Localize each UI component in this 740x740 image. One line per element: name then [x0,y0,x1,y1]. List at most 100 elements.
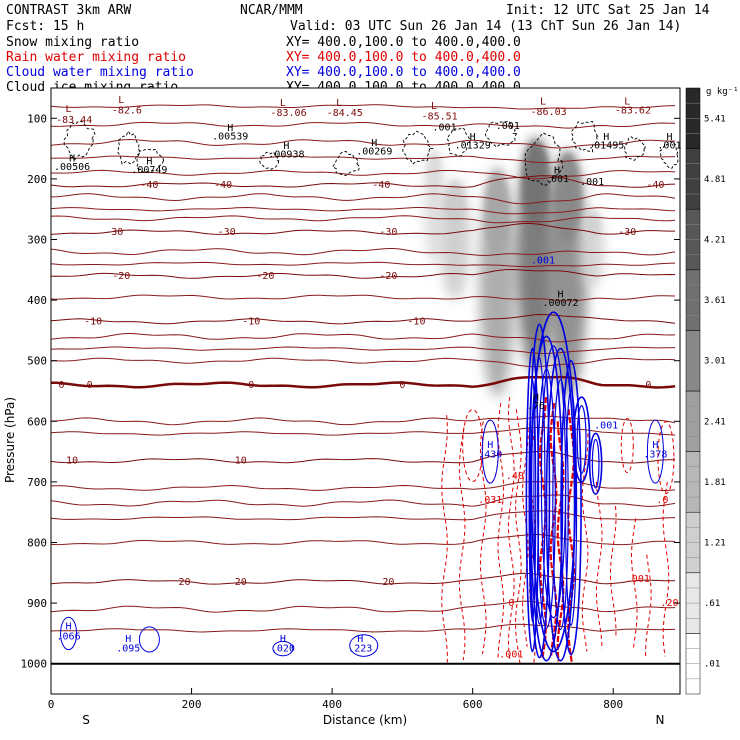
isotherm-label: -30 [618,227,636,238]
rain-max-value: 0 [508,598,514,609]
figure-header: CONTRAST 3km ARW Fcst: 15 h NCAR/MMM Ini… [6,3,710,95]
legend-xy: XY= 400.0,100.0 to 400.0,400.0 [286,50,521,65]
snow-shade-core [444,181,466,225]
rain-contour [595,481,603,650]
ice-max-value: .01495 [588,141,624,152]
ice-max-marker: H [69,153,75,164]
ice-max-marker: H [470,132,476,143]
isotherm-line [51,332,676,343]
x-tick-label: 600 [463,698,483,711]
rain-contour [497,403,505,658]
colorbar-tick-label: 1.81 [704,478,726,488]
min-marker: L [431,101,437,112]
isotherm-label: -10 [407,316,425,327]
isotherm-label: -10 [242,316,260,327]
colorbar-unit: g kg⁻¹ [706,87,739,97]
isotherm-label: 0 [248,380,254,391]
water-max-marker: H [280,634,286,645]
isotherm-label: 0 [59,380,65,391]
isotherm-line [51,222,676,235]
ice-max-value: .00749 [131,165,167,176]
isotherm-label: 0 [87,380,93,391]
model-title: CONTRAST 3km ARW [6,3,131,18]
cloud-water-contour [588,432,603,495]
rain-max-value: .20 [660,598,678,609]
isotherm-label: 20 [382,577,394,588]
isotherm-line [51,175,676,188]
legend-label: Snow mixing ratio [6,35,139,50]
min-value: -86.03 [531,107,567,118]
x-tick-label: 0 [48,698,55,711]
isotherm-line [51,169,676,180]
ice-max-marker: H [146,156,152,167]
isotherm-line [51,215,676,224]
water-max-value: .001 [594,421,618,432]
isotherm-label: 10 [66,456,78,467]
isotherm-label: 0 [645,380,651,391]
y-tick-label: 400 [27,294,47,307]
water-max-marker: H [652,440,658,451]
isotherm-line [51,193,676,205]
ice-max-value: .00938 [268,150,304,161]
cloud-water-contours [60,311,664,662]
valid-time: Valid: 03 UTC Sun 26 Jan 14 (13 ChT Sun … [290,19,681,34]
isotherm-line [51,155,676,164]
isotherm-line [51,121,676,129]
isotherm-line [51,415,676,426]
rain-max-value: .001 [626,574,650,585]
x-tick-label: 400 [322,698,342,711]
water-max-marker: H [125,634,131,645]
cloud-ice-contour [117,130,141,165]
cloud-ice-contour [331,151,361,176]
rain-contour [507,397,515,659]
isotherm-label: -20 [379,271,397,282]
cloud-ice-contours [63,120,679,186]
cloud-water-contour [572,396,591,483]
colorbar-tick-label: 4.21 [704,236,726,246]
colorbar-tick-label: 1.21 [704,539,726,549]
colorbar-tick-label: 3.61 [704,296,726,306]
ice-max-marker: H [227,123,233,134]
x-tick-label: 800 [603,698,623,711]
ice-max-value: .001 [545,174,569,185]
rain-contour [479,421,487,655]
rain-max-value: .001 [499,650,523,661]
ice-max-value: .76 [527,401,545,412]
cloud-water-contour [60,616,78,651]
cloud-water-contour [138,626,160,653]
snow-shade-core [583,210,601,240]
temperature-isotherms [51,104,676,633]
y-axis-label: Pressure (hPa) [3,397,17,483]
min-marker: L [66,104,72,115]
cloud-ice-contour [402,130,434,165]
cloud-water-contour [552,379,569,631]
rain-max-value: .40 [506,471,524,482]
plot-area: -40 -40 -40 -40 -30 -30 -30 -30 -20 -20 -20 -10 -10 -… [3,87,682,727]
cloud-water-contour [481,419,499,484]
y-tick-label: 200 [27,173,47,186]
water-max-value: .095 [116,644,140,655]
y-tick-label: 700 [27,476,47,489]
min-value: -84.45 [327,108,363,119]
isotherm-label: -40 [140,180,158,191]
colorbar-tick-label: 2.41 [704,417,726,427]
isotherm-line [51,261,676,268]
isotherm-label: -30 [379,227,397,238]
water-max-value: .430 [478,450,502,461]
isotherm-label: -30 [218,227,236,238]
min-marker: L [540,96,546,107]
cloud-water-contour [576,404,587,475]
isotherm-line [51,138,676,149]
rain-max-value: .031 [478,495,502,506]
rain-contour [581,433,589,652]
cloud-water-contour [530,311,577,653]
min-value: -82.6 [112,105,142,116]
isotherm-label: -40 [372,180,390,191]
rain-contour [630,518,638,650]
isotherm-label: 0 [399,380,405,391]
isotherm-line [51,623,676,633]
colorbar-tick-label: .01 [704,660,720,670]
ice-max-marker: H [558,290,564,301]
colorbar-tick-label: 3.01 [704,357,726,367]
x-axis-label: Distance (km) [323,713,407,727]
